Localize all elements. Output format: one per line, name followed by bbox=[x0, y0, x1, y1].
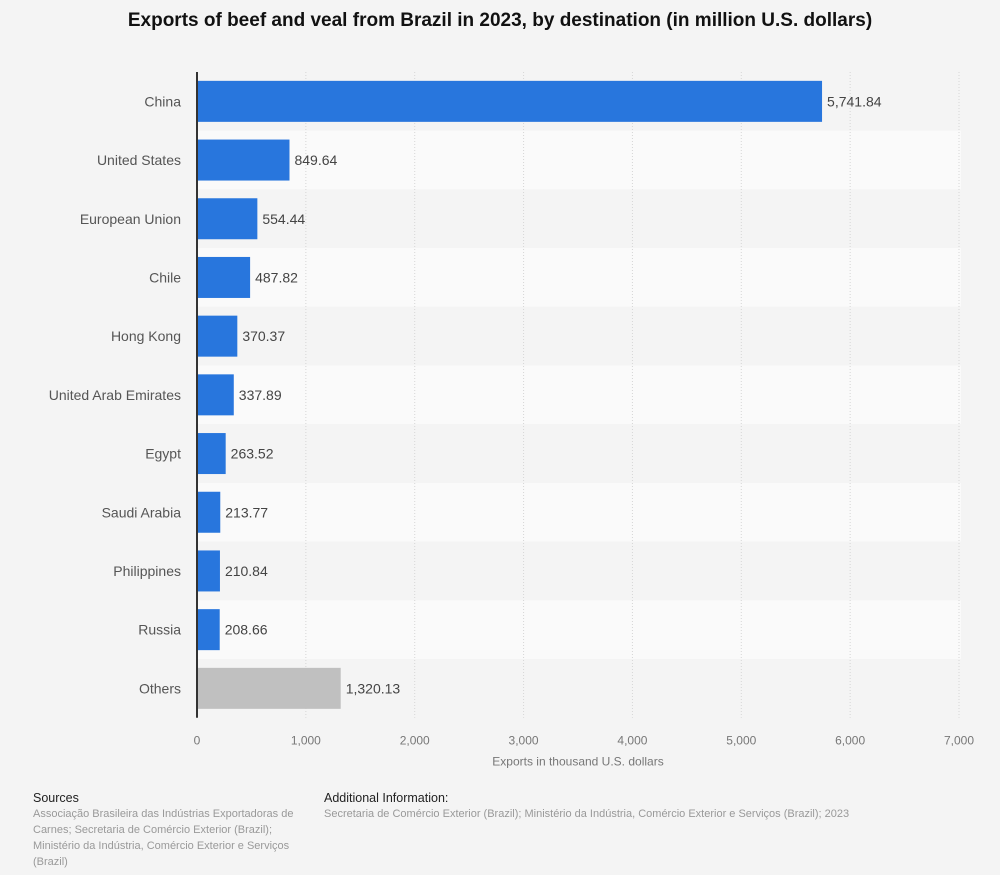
category-label: Saudi Arabia bbox=[102, 504, 182, 520]
x-tick-label: 0 bbox=[194, 734, 201, 748]
sources-text: Associação Brasileira das Indústrias Exp… bbox=[33, 808, 294, 868]
x-tick-label: 7,000 bbox=[944, 734, 974, 748]
value-label: 370.37 bbox=[242, 328, 285, 344]
row-band bbox=[197, 482, 961, 542]
x-tick-label: 5,000 bbox=[726, 734, 756, 748]
category-label: United States bbox=[97, 152, 181, 168]
bar-russia bbox=[197, 609, 220, 651]
value-label: 849.64 bbox=[294, 152, 337, 168]
bar-egypt bbox=[197, 433, 226, 475]
row-band bbox=[197, 130, 961, 190]
bar-european-union bbox=[197, 198, 258, 240]
row-band bbox=[197, 365, 961, 425]
additional-info-title: Additional Information: bbox=[324, 791, 449, 805]
x-tick-label: 6,000 bbox=[835, 734, 865, 748]
value-label: 337.89 bbox=[239, 387, 282, 403]
row-band bbox=[197, 600, 961, 659]
bar-chart: 0 1,000 2,000 3,000 4,000 5,000 6,000 7,000 Chin… bbox=[49, 72, 974, 769]
value-label: 210.84 bbox=[225, 563, 268, 579]
value-label: 1,320.13 bbox=[346, 680, 401, 696]
category-label: China bbox=[144, 93, 181, 109]
row-band bbox=[197, 189, 961, 249]
row-band bbox=[197, 541, 961, 601]
value-label: 5,741.84 bbox=[827, 93, 882, 109]
bar-philippines bbox=[197, 550, 220, 592]
bar-united-arab-emirates bbox=[197, 374, 234, 416]
value-label: 213.77 bbox=[225, 504, 268, 520]
bar-saudi-arabia bbox=[197, 491, 221, 533]
sources-section: Sources Associação Brasileira das Indúst… bbox=[33, 790, 318, 870]
additional-info-text: Secretaria de Comércio Exterior (Brazil)… bbox=[324, 808, 850, 820]
category-label: European Union bbox=[80, 211, 181, 227]
category-label: Russia bbox=[138, 622, 181, 638]
value-label: 208.66 bbox=[225, 622, 268, 638]
value-label: 263.52 bbox=[231, 446, 274, 462]
bar-hong-kong bbox=[197, 315, 238, 357]
bar-china bbox=[197, 80, 823, 122]
value-label: 487.82 bbox=[255, 269, 298, 285]
x-axis-title: Exports in thousand U.S. dollars bbox=[492, 755, 663, 769]
sources-title: Sources bbox=[33, 791, 79, 805]
x-tick-label: 1,000 bbox=[291, 734, 321, 748]
category-label: Chile bbox=[149, 269, 181, 285]
x-tick-label: 3,000 bbox=[509, 734, 539, 748]
bar-others bbox=[197, 667, 341, 709]
x-tick-label: 2,000 bbox=[400, 734, 430, 748]
category-label: Egypt bbox=[145, 446, 181, 462]
bar-chile bbox=[197, 256, 251, 298]
category-label: Hong Kong bbox=[111, 328, 181, 344]
row-band bbox=[197, 424, 961, 483]
bar-united-states bbox=[197, 139, 290, 181]
category-label: United Arab Emirates bbox=[49, 387, 181, 403]
x-tick-label: 4,000 bbox=[617, 734, 647, 748]
row-band bbox=[197, 306, 961, 366]
category-label: Philippines bbox=[113, 563, 181, 579]
category-label: Others bbox=[139, 680, 181, 696]
additional-info-section: Additional Information: Secretaria de Co… bbox=[324, 790, 974, 822]
chart-title: Exports of beef and veal from Brazil in … bbox=[127, 10, 873, 31]
value-label: 554.44 bbox=[262, 211, 305, 227]
row-band bbox=[197, 248, 961, 307]
